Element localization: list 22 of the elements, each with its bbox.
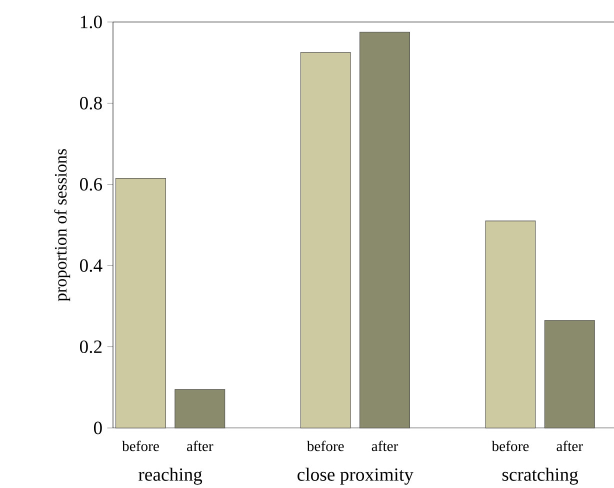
x-tick-label: reaching xyxy=(138,468,202,485)
bar xyxy=(174,389,226,428)
y-tick-label: 0 xyxy=(94,422,102,434)
bar xyxy=(544,320,595,428)
x-tick-label: close proximity xyxy=(298,468,414,485)
text: before xyxy=(306,440,344,452)
text: after xyxy=(372,440,398,452)
bar xyxy=(116,178,166,428)
text: after xyxy=(556,440,583,452)
y-tick-label: 0.8 xyxy=(80,96,102,110)
y-tick-label: 0.4 xyxy=(80,259,102,272)
x-tick-label: scratching xyxy=(502,468,578,485)
y-tick-label: 0.2 xyxy=(80,340,102,354)
y-tick-label: 0.6 xyxy=(80,178,102,191)
series-label: after xyxy=(186,440,214,452)
bar xyxy=(300,52,351,428)
y-axis-title: proportion of sessions xyxy=(54,149,70,302)
series-label: before xyxy=(122,440,159,452)
bar xyxy=(360,32,410,428)
bar xyxy=(485,220,536,428)
y-tick-label: 1.0 xyxy=(80,16,102,28)
text: before xyxy=(492,440,529,452)
